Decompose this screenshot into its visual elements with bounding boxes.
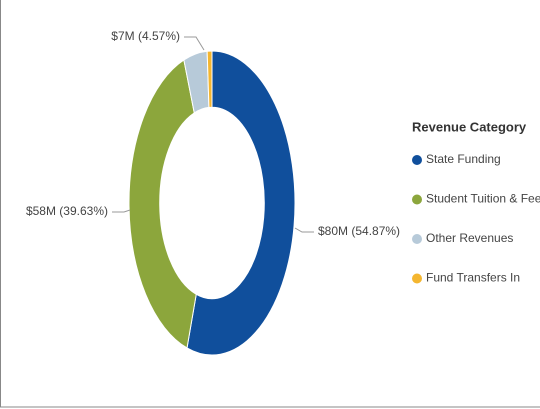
- donut-slice: [128, 59, 197, 349]
- legend-label: Fund Transfers In: [426, 271, 520, 285]
- legend-title: Revenue Category: [412, 119, 527, 134]
- leader-line: [184, 36, 205, 51]
- legend-label: Student Tuition & Fees: [426, 192, 540, 206]
- leader-line: [294, 227, 314, 233]
- legend-label: Other Revenues: [426, 231, 513, 245]
- legend-label: State Funding: [426, 152, 501, 166]
- donut-slice: [186, 50, 296, 356]
- leader-line: [112, 209, 131, 213]
- data-label: $7M (4.57%): [111, 29, 180, 43]
- legend-swatch: [412, 194, 422, 205]
- data-label: $58M (39.63%): [26, 204, 108, 218]
- legend-swatch: [412, 273, 422, 284]
- legend-swatch: [412, 234, 422, 244]
- data-label: $80M (54.87%): [318, 224, 400, 238]
- legend-swatch: [412, 155, 422, 165]
- donut-slice: [206, 50, 213, 108]
